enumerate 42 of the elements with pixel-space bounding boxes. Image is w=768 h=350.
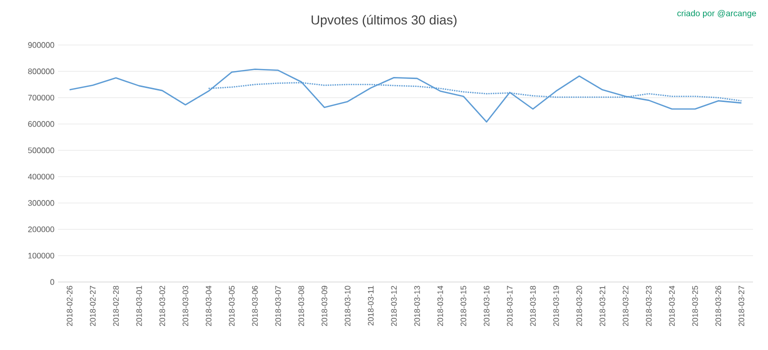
x-tick-label: 2018-03-06	[252, 286, 258, 326]
x-tick-label: 2018-03-18	[530, 286, 536, 326]
x-tick-label: 2018-03-19	[553, 286, 559, 326]
x-tick-label: 2018-03-14	[437, 286, 444, 326]
x-tick-label: 2018-03-13	[414, 286, 420, 326]
x-tick-label: 2018-03-22	[622, 286, 628, 326]
x-tick-label: 2018-03-16	[484, 286, 490, 326]
y-tick-label: 0	[50, 279, 54, 285]
x-tick-label: 2018-03-25	[692, 286, 698, 326]
x-tick-label: 2018-03-24	[669, 286, 675, 326]
x-tick-label: 2018-03-26	[715, 286, 722, 326]
x-tick-label: 2018-03-15	[460, 286, 466, 326]
y-tick-label: 900000	[28, 42, 54, 48]
y-tick-label: 300000	[28, 200, 54, 206]
x-tick-label: 2018-03-01	[136, 286, 142, 326]
y-tick-label: 600000	[28, 121, 54, 127]
x-tick-label: 2018-02-27	[90, 286, 96, 326]
x-tick-label: 2018-03-08	[298, 286, 304, 326]
y-tick-label: 800000	[28, 68, 54, 74]
x-tick-label: 2018-03-04	[206, 286, 212, 326]
x-tick-label: 2018-03-23	[646, 286, 652, 326]
x-tick-label: 2018-03-02	[159, 286, 166, 326]
y-tick-label: 200000	[28, 226, 54, 232]
x-tick-label: 2018-02-26	[66, 286, 72, 326]
x-tick-label: 2018-03-05	[228, 286, 235, 326]
x-tick-label: 2018-03-20	[576, 286, 582, 326]
x-tick-label: 2018-03-10	[344, 286, 350, 326]
x-tick-label: 2018-03-21	[600, 286, 606, 326]
y-tick-label: 400000	[28, 174, 54, 180]
x-tick-label: 2018-03-17	[506, 286, 513, 326]
x-tick-label: 2018-03-27	[738, 286, 744, 326]
text: criado por @arcange	[677, 10, 756, 18]
x-tick-label: 2018-03-03	[182, 286, 188, 326]
x-tick-label: 2018-03-11	[368, 286, 374, 326]
x-tick-label: 2018-03-12	[391, 286, 397, 326]
y-tick-label: 500000	[28, 148, 54, 154]
x-tick-label: 2018-03-07	[275, 286, 281, 326]
x-tick-label: 2018-03-09	[322, 286, 328, 326]
y-tick-label: 700000	[28, 94, 54, 100]
x-tick-label: 2018-02-28	[113, 286, 119, 326]
chart-title: Upvotes (últimos 30 dias)	[312, 14, 457, 28]
y-tick-label: 100000	[28, 252, 54, 258]
